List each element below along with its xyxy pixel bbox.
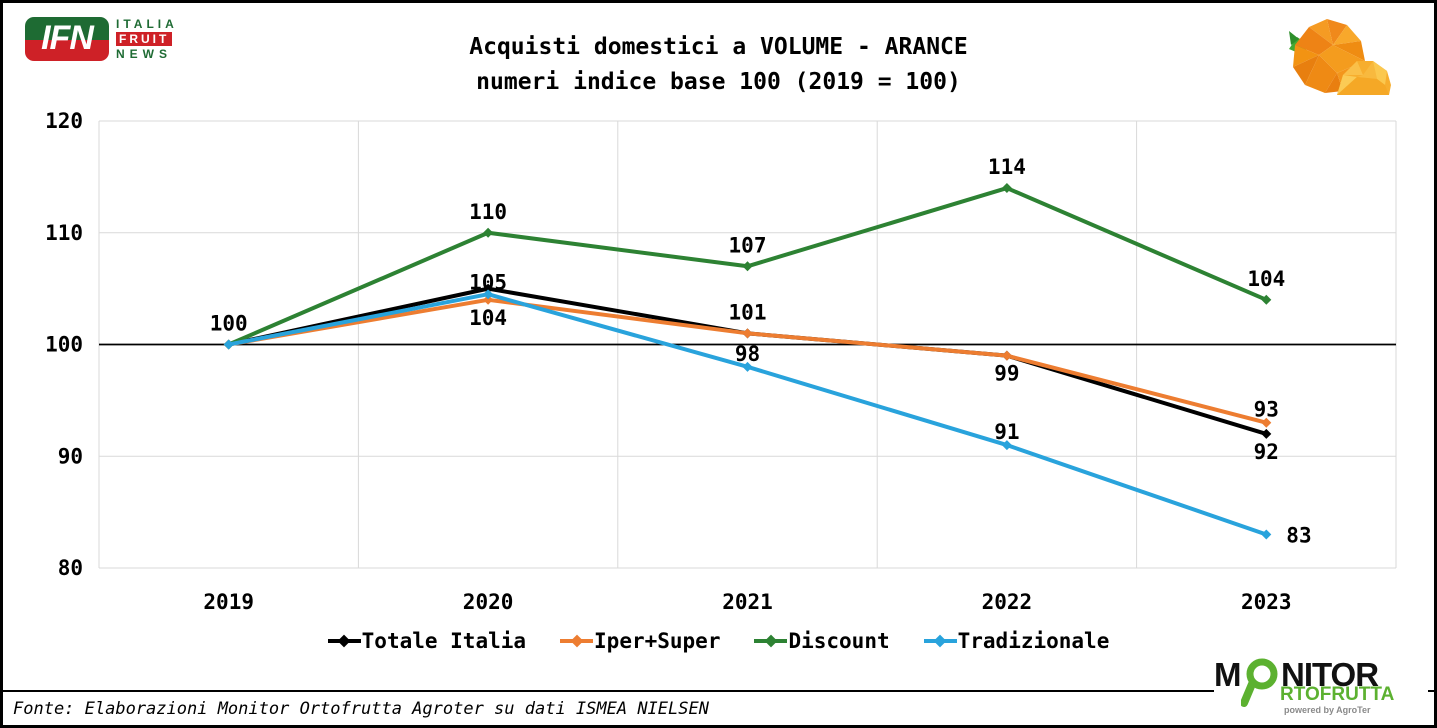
data-point-discount	[742, 261, 753, 272]
monitor-logo-powered: powered by AgroTer	[1284, 705, 1371, 715]
legend-item-totale-italia: Totale Italia	[327, 629, 527, 653]
data-point-tradizionale	[1261, 529, 1272, 540]
y-axis-tick-label: 90	[58, 444, 83, 468]
data-point-tradizionale	[223, 339, 234, 350]
legend-label-discount: Discount	[788, 629, 890, 653]
legend-marker-icon	[754, 634, 788, 648]
legend-marker-icon	[560, 634, 594, 648]
data-point-totale-italia	[483, 283, 494, 294]
point-value-label: 91	[994, 420, 1019, 444]
legend-marker-dot-icon	[764, 634, 778, 648]
point-value-label: 83	[1286, 523, 1311, 547]
data-point-discount	[1001, 183, 1012, 194]
y-axis-tick-label: 80	[58, 556, 83, 580]
data-point-tradizionale	[742, 361, 753, 372]
data-point-iper-super	[483, 294, 494, 305]
legend-label-iper-super: Iper+Super	[594, 629, 721, 653]
ifn-monogram: IFN	[41, 19, 94, 57]
x-axis-tick-label: 2020	[463, 590, 514, 614]
legend-marker-dot-icon	[570, 634, 583, 648]
chart-title: Acquisti domestici a VOLUME - ARANCE num…	[3, 30, 1434, 100]
chart-title-line1: Acquisti domestici a VOLUME - ARANCE	[469, 34, 968, 60]
ifn-logo: IFN ITALIA FRUIT NEWS	[25, 17, 178, 61]
ifn-italia-label: ITALIA	[116, 17, 178, 31]
point-value-label: 98	[735, 342, 760, 366]
point-value-label: 92	[1254, 440, 1279, 464]
data-point-discount	[1261, 294, 1272, 305]
x-axis-tick-label: 2023	[1241, 590, 1292, 614]
data-point-iper-super	[742, 328, 753, 339]
legend-item-discount: Discount	[754, 629, 890, 653]
source-text: Fonte: Elaborazioni Monitor Ortofrutta A…	[13, 698, 709, 719]
legend-marker-icon	[923, 634, 957, 648]
legend-label-totale-italia: Totale Italia	[361, 629, 527, 653]
point-value-label: 99	[994, 362, 1019, 386]
point-value-label: 101	[729, 300, 767, 324]
orange-fruit-icon	[1289, 19, 1391, 95]
data-point-discount	[483, 227, 494, 238]
data-point-totale-italia	[1261, 428, 1272, 439]
point-value-label: 110	[469, 200, 507, 224]
legend-label-tradizionale: Tradizionale	[957, 629, 1110, 653]
point-value-label: 100	[210, 312, 248, 336]
monitor-logo-nitor: NITOR	[1281, 656, 1379, 693]
chart-legend: Totale Italia Iper+Super Discount Tradizion…	[3, 629, 1434, 653]
point-value-label: 105	[469, 271, 507, 295]
monitor-logo-m: M	[1214, 656, 1241, 693]
x-axis-tick-label: 2019	[203, 590, 254, 614]
x-axis-tick-label: 2022	[982, 590, 1033, 614]
monitor-ortofrutta-logo: M NITOR RTOFRUTTA powered by AgroTer	[1214, 656, 1428, 720]
ifn-fruit-label: FRUIT	[116, 32, 173, 46]
data-point-iper-super	[1001, 350, 1012, 361]
data-point-tradizionale	[483, 289, 494, 300]
ifn-logo-text: ITALIA FRUIT NEWS	[116, 18, 178, 60]
point-value-label: 104	[469, 306, 507, 330]
magnifier-icon	[1241, 658, 1278, 707]
data-point-tradizionale	[1001, 440, 1012, 451]
y-axis-tick-label: 120	[45, 109, 83, 133]
point-value-label: 104	[1247, 267, 1285, 291]
line-chart-canvas: 80 90 100 110 120 2019 2020 2021 2022 2023 100 105 1…	[45, 109, 1397, 614]
point-value-label: 93	[1254, 398, 1279, 422]
point-value-label: 107	[729, 233, 767, 257]
point-value-label: 114	[988, 155, 1026, 179]
monitor-logo-rtofrutta: RTOFRUTTA	[1280, 684, 1395, 705]
legend-marker-icon	[327, 634, 361, 648]
footer-bar: Fonte: Elaborazioni Monitor Ortofrutta A…	[3, 690, 1434, 725]
legend-marker-dot-icon	[337, 634, 351, 648]
x-axis-tick-label: 2021	[722, 590, 773, 614]
ifn-badge-icon: IFN	[25, 17, 109, 61]
chart-title-line2: numeri indice base 100 (2019 = 100)	[476, 69, 961, 95]
y-axis-tick-label: 100	[45, 333, 83, 357]
legend-marker-dot-icon	[933, 634, 947, 648]
ifn-news-label: NEWS	[116, 47, 172, 61]
data-point-iper-super	[1261, 417, 1272, 428]
legend-item-iper-super: Iper+Super	[560, 629, 720, 653]
legend-item-tradizionale: Tradizionale	[923, 629, 1110, 653]
y-axis-tick-label: 110	[45, 221, 83, 245]
